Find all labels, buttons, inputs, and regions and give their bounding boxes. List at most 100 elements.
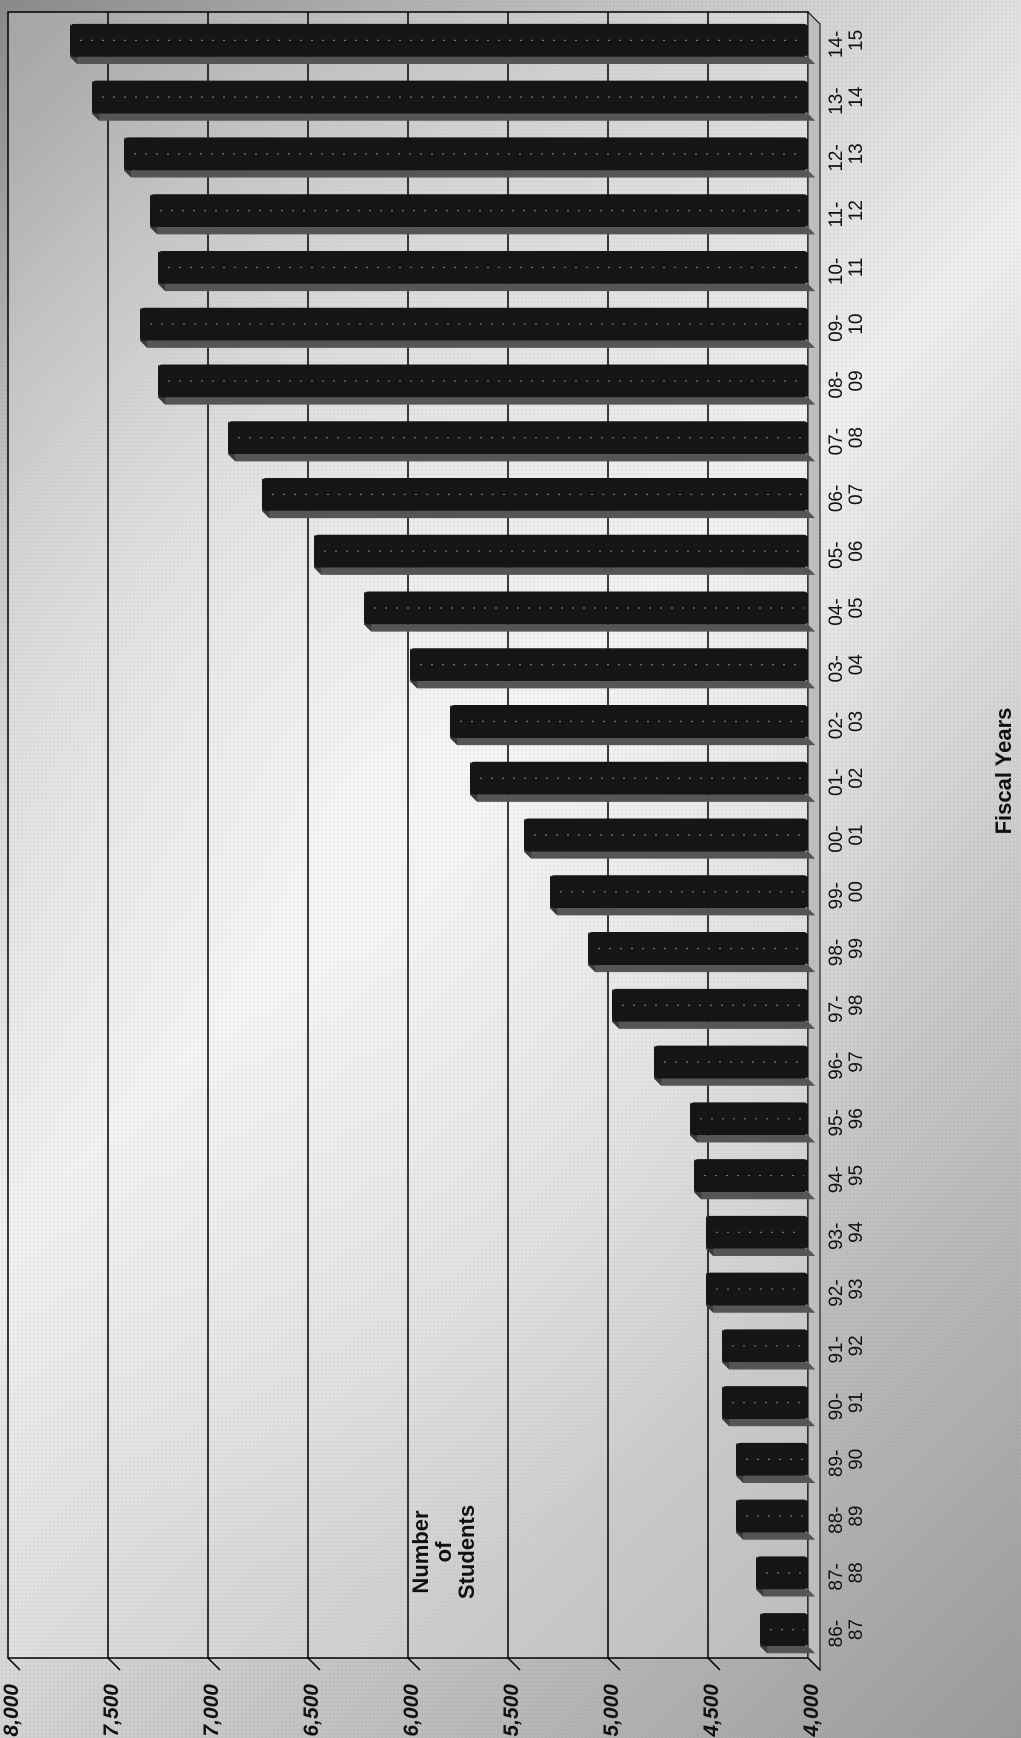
- bar-side: [70, 56, 816, 65]
- axis-tick: [807, 1657, 821, 1671]
- category-label-start: 14-: [826, 31, 847, 58]
- bar-side: [736, 1532, 816, 1540]
- value-axis: 4,000 4,500 5,000 5,500 6,000 6,500 7,000 7,500…: [0, 1657, 823, 1738]
- category-label-start: 02-: [826, 712, 847, 739]
- bar: [706, 1215, 816, 1256]
- bar-side: [124, 170, 816, 178]
- bar-side: [450, 737, 816, 746]
- bar: [470, 761, 816, 802]
- bar-side: [470, 794, 816, 802]
- bar: [736, 1499, 816, 1540]
- category-label-end: 11: [846, 258, 867, 278]
- bar: [690, 1102, 816, 1143]
- bar-face: [450, 705, 808, 738]
- bar-side: [694, 1192, 816, 1200]
- bar-side: [736, 1475, 816, 1484]
- bar-face: [550, 875, 808, 909]
- category-label-end: 04: [846, 654, 867, 676]
- category-label-end: 88: [846, 1562, 867, 1583]
- value-tick-label: 7,500: [100, 1684, 123, 1737]
- category-label-start: 03-: [826, 655, 847, 682]
- axis-tick: [507, 1657, 521, 1671]
- bar-face: [736, 1442, 808, 1476]
- bar: [158, 250, 816, 292]
- y-axis-title-line: of: [431, 1541, 456, 1562]
- category-label-start: 99-: [826, 882, 847, 909]
- bar: [722, 1329, 816, 1370]
- category-label-end: 08: [846, 427, 867, 448]
- axis-tick: [607, 1657, 621, 1671]
- bar: [654, 1045, 816, 1086]
- bar-side: [314, 567, 816, 575]
- category-label-start: 10-: [826, 258, 847, 285]
- category-label-end: 10: [846, 314, 867, 335]
- bar-side: [262, 510, 816, 519]
- value-tick-label: 8,000: [0, 1684, 23, 1737]
- category-label-start: 86-: [826, 1620, 847, 1647]
- bar-face: [706, 1272, 808, 1306]
- category-label-end: 98: [846, 995, 867, 1016]
- category-label-start: 93-: [826, 1223, 847, 1250]
- category-label-start: 13-: [826, 87, 847, 114]
- category-label-end: 14: [846, 86, 867, 108]
- category-label-end: 06: [846, 541, 867, 562]
- bar-side: [364, 624, 816, 632]
- bar-side: [612, 1021, 816, 1029]
- y-axis-title-line: Number: [408, 1510, 433, 1594]
- category-label-start: 09-: [826, 314, 847, 341]
- bar-face: [470, 761, 808, 795]
- bar-side: [228, 454, 816, 462]
- bar-face: [262, 477, 808, 511]
- bar: [410, 648, 816, 689]
- bar-side: [550, 908, 816, 916]
- bar-face: [158, 364, 808, 398]
- bar: [550, 875, 816, 916]
- category-label-end: 07: [846, 484, 867, 505]
- bar: [262, 477, 816, 519]
- bar-face: [158, 250, 808, 284]
- bar-side: [140, 340, 816, 348]
- category-label-end: 99: [846, 938, 867, 959]
- value-tick-label: 6,000: [400, 1684, 423, 1737]
- bar: [70, 23, 816, 65]
- category-label-end: 03: [846, 711, 867, 732]
- bar: [706, 1272, 816, 1313]
- category-label-end: 96: [846, 1108, 867, 1129]
- axis-tick: [707, 1657, 721, 1671]
- bar: [228, 421, 816, 462]
- category-label-end: 12: [846, 200, 867, 221]
- category-label-end: 87: [846, 1619, 867, 1640]
- bar-face: [70, 23, 808, 57]
- category-label-start: 01-: [826, 769, 847, 796]
- bar-face: [690, 1102, 808, 1136]
- bar-side: [158, 283, 816, 292]
- value-tick-label: 5,000: [600, 1684, 623, 1737]
- bar-side: [760, 1646, 816, 1654]
- category-label-end: 15: [846, 30, 867, 51]
- value-tick-label: 4,500: [700, 1684, 723, 1738]
- category-label-end: 09: [846, 370, 867, 391]
- bar: [150, 194, 816, 235]
- bar-side: [410, 681, 816, 689]
- category-label-start: 04-: [826, 598, 847, 625]
- bar-side: [722, 1362, 816, 1370]
- category-label-start: 91-: [826, 1336, 847, 1363]
- bar-face: [228, 421, 808, 455]
- bar-face: [760, 1613, 808, 1647]
- category-label-start: 89-: [826, 1450, 847, 1477]
- category-label-start: 08-: [826, 371, 847, 398]
- bar-face: [92, 80, 808, 114]
- bar-face: [364, 591, 808, 625]
- bar-side: [706, 1305, 816, 1313]
- category-label-start: 11-: [826, 202, 847, 228]
- bar-face: [736, 1499, 808, 1533]
- bar: [722, 1386, 816, 1427]
- category-label-end: 05: [846, 597, 867, 618]
- category-label-start: 88-: [826, 1506, 847, 1533]
- bar-face: [756, 1556, 808, 1590]
- category-label-end: 92: [846, 1335, 867, 1356]
- y-axis-title: NumberofStudents: [408, 1505, 479, 1599]
- category-label-start: 98-: [826, 939, 847, 966]
- bar-side: [158, 397, 816, 405]
